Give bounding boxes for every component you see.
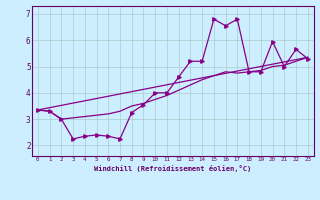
X-axis label: Windchill (Refroidissement éolien,°C): Windchill (Refroidissement éolien,°C) <box>94 165 252 172</box>
